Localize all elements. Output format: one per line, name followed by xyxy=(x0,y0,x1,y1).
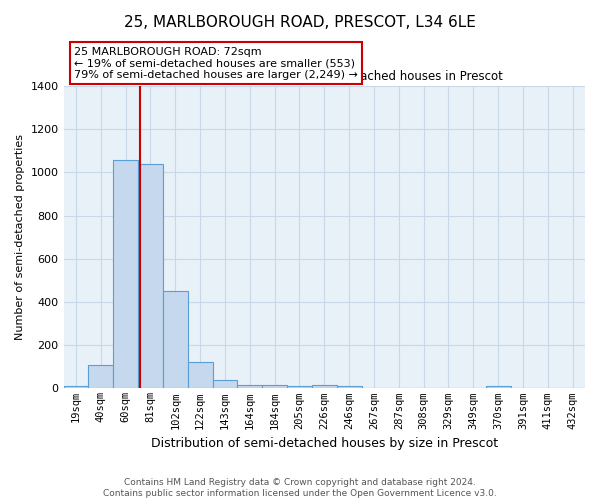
Y-axis label: Number of semi-detached properties: Number of semi-detached properties xyxy=(15,134,25,340)
Bar xyxy=(113,160,138,388)
Text: 25 MARLBOROUGH ROAD: 72sqm
← 19% of semi-detached houses are smaller (553)
79% o: 25 MARLBOROUGH ROAD: 72sqm ← 19% of semi… xyxy=(74,46,358,80)
Text: 25, MARLBOROUGH ROAD, PRESCOT, L34 6LE: 25, MARLBOROUGH ROAD, PRESCOT, L34 6LE xyxy=(124,15,476,30)
Bar xyxy=(238,385,262,388)
Bar xyxy=(287,386,312,388)
Title: Size of property relative to semi-detached houses in Prescot: Size of property relative to semi-detach… xyxy=(146,70,503,84)
Bar xyxy=(88,364,113,388)
Bar xyxy=(188,362,212,388)
Bar xyxy=(262,385,287,388)
Bar xyxy=(312,385,337,388)
Text: Contains HM Land Registry data © Crown copyright and database right 2024.
Contai: Contains HM Land Registry data © Crown c… xyxy=(103,478,497,498)
Bar xyxy=(337,386,362,388)
Bar xyxy=(64,386,88,388)
Bar xyxy=(212,380,238,388)
Bar xyxy=(485,386,511,388)
Bar xyxy=(138,164,163,388)
X-axis label: Distribution of semi-detached houses by size in Prescot: Distribution of semi-detached houses by … xyxy=(151,437,498,450)
Bar xyxy=(163,291,188,388)
